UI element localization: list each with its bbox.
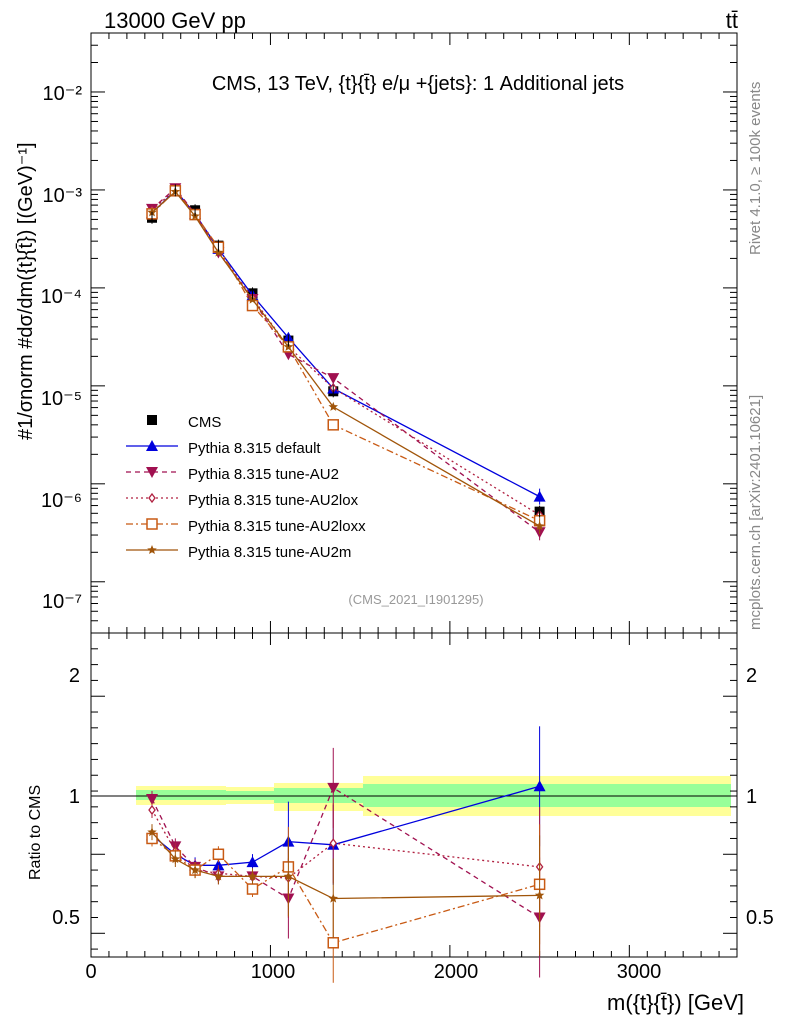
ratio-point (146, 793, 159, 805)
ratio-point (190, 865, 200, 875)
x-tick-label: 3000 (617, 961, 662, 983)
legend-symbol (147, 545, 157, 554)
legend-marker (126, 467, 178, 478)
ratio-point (246, 883, 259, 895)
legend-marker (147, 415, 157, 425)
y-axis-label: #1/σnorm #dσ/dm({t}{t̄}) [(GeV)⁻¹] (15, 142, 37, 440)
legend-marker (126, 545, 178, 554)
ratio-tick-label: 1 (69, 786, 80, 808)
ratio-tick-label-right: 1 (746, 786, 757, 808)
legend-symbol (146, 440, 158, 451)
data-point (328, 401, 338, 411)
x-tick-label: 1000 (251, 961, 296, 983)
process-label: tt̄ (726, 8, 738, 33)
ratio-point (329, 838, 338, 849)
ratio-point (327, 937, 339, 949)
ratio-tick-label-right: 2 (746, 665, 757, 687)
legend-entry-cms: CMS (147, 414, 221, 431)
legend-symbol (146, 467, 158, 478)
ratio-line (151, 837, 540, 944)
legend-label: CMS (188, 414, 221, 431)
analysis-tag: (CMS_2021_I1901295) (348, 592, 483, 607)
ratio-series-3 (148, 802, 544, 927)
ratio-point (212, 848, 225, 861)
legend-marker (126, 440, 178, 451)
data-point (534, 521, 545, 531)
ratio-axis-label: Ratio to CMS (27, 785, 44, 880)
legend-marker (126, 492, 178, 504)
legend-label: Pythia 8.315 tune-AU2 (188, 466, 339, 483)
legend-symbol (146, 518, 158, 530)
y-tick-label: 10⁻⁶ (41, 490, 82, 512)
ratio-point (170, 854, 181, 864)
y-tick-label: 10⁻⁷ (42, 591, 82, 613)
legend-entry-au2m: Pythia 8.315 tune-AU2m (126, 544, 351, 561)
x-tick-labels: 0 1000 2000 3000 (85, 961, 661, 983)
legend-entry-au2lox: Pythia 8.315 tune-AU2lox (126, 492, 359, 509)
beam-label: 13000 GeV pp (104, 8, 246, 33)
series-layer (146, 183, 546, 983)
legend-marker (126, 518, 178, 530)
y-tick-label: 10⁻⁴ (41, 286, 82, 308)
ratio-point (283, 871, 294, 881)
ratio-point (533, 780, 546, 792)
series-line (151, 190, 540, 527)
ratio-line (151, 786, 540, 919)
legend-entry-au2loxx: Pythia 8.315 tune-AU2loxx (126, 518, 366, 535)
ratio-point (327, 782, 340, 794)
legend-symbol (147, 415, 157, 425)
legend-entry-au2: Pythia 8.315 tune-AU2 (126, 466, 339, 483)
ratio-point (328, 893, 338, 903)
chart-title: CMS, 13 TeV, {t}{t̄} e/μ +{jets}: 1 Addi… (212, 73, 624, 95)
y-tick-label: 10⁻⁵ (41, 388, 82, 410)
ratio-line (151, 809, 540, 879)
ratio-point (147, 827, 157, 837)
ratio-series-5 (147, 824, 545, 956)
data-point (533, 490, 546, 502)
x-tick-label: 2000 (434, 961, 479, 983)
main-frame (90, 32, 738, 634)
data-point (327, 373, 340, 385)
ratio-series-4 (146, 824, 546, 983)
y-tick-label: 10⁻² (43, 83, 83, 105)
ratio-point (212, 859, 225, 871)
ratio-tick-labels: 0.5 1 2 0.5 1 2 (52, 665, 774, 929)
legend-label: Pythia 8.315 tune-AU2loxx (188, 518, 366, 535)
x-axis-label: m({t}{t̄}) [GeV] (607, 990, 744, 1015)
data-point (246, 299, 259, 312)
data-point (327, 419, 339, 431)
series-2 (146, 183, 546, 541)
ratio-point (534, 890, 545, 900)
ratio-point (213, 871, 224, 881)
legend-label: Pythia 8.315 tune-AU2m (188, 544, 351, 561)
ratio-tick-label: 0.5 (52, 907, 80, 929)
source-label: mcplots.cern.ch [arXiv:2401.10621] (747, 395, 764, 630)
ratio-tick-label: 2 (69, 665, 80, 687)
data-point (213, 247, 224, 257)
legend-label: Pythia 8.315 tune-AU2lox (188, 492, 359, 509)
ratio-line (151, 831, 540, 900)
legend-symbol (148, 492, 156, 504)
legend-entry-default: Pythia 8.315 default (126, 440, 321, 457)
legend: CMS Pythia 8.315 default Pythia 8.315 tu… (126, 414, 366, 561)
ratio-point (246, 856, 259, 868)
y-tick-label: 10⁻³ (43, 185, 83, 207)
ratio-point (148, 804, 156, 816)
rivet-label: Rivet 4.1.0, ≥ 100k events (747, 82, 764, 255)
x-tick-label: 0 (85, 961, 96, 983)
legend-label: Pythia 8.315 default (188, 440, 321, 457)
ratio-tick-label-right: 0.5 (746, 907, 774, 929)
ratio-point (247, 871, 258, 881)
y-tick-labels: 10⁻⁷ 10⁻⁶ 10⁻⁵ 10⁻⁴ 10⁻³ 10⁻² (41, 83, 83, 613)
